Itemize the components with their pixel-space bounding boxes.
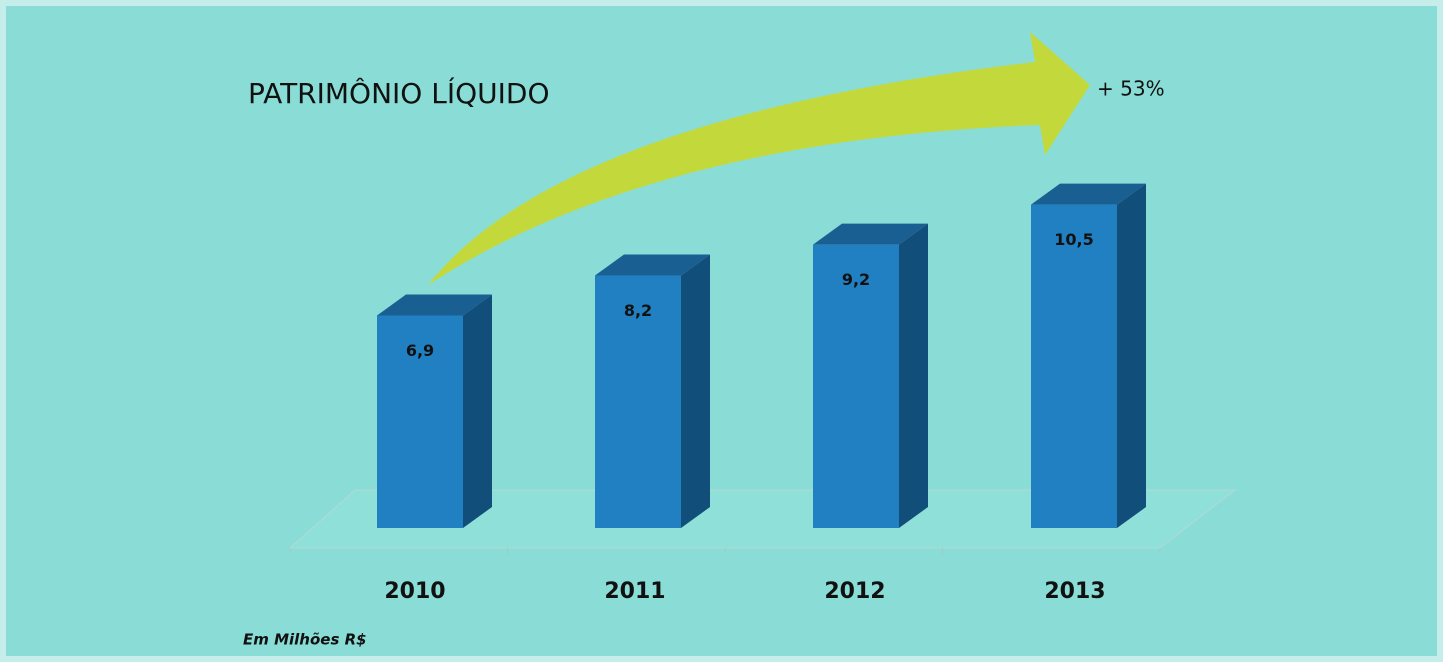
note: Em Milhões R$ xyxy=(243,631,367,649)
bar-side xyxy=(681,254,710,528)
annotation: + 53% xyxy=(1097,77,1165,101)
bar xyxy=(1031,204,1117,528)
bar-side xyxy=(899,223,928,528)
bar xyxy=(813,244,899,528)
bar xyxy=(377,315,463,528)
x-tick-label: 2011 xyxy=(604,579,665,604)
background xyxy=(6,6,1437,656)
x-tick-label: 2013 xyxy=(1044,579,1105,604)
x-tick-label: 2010 xyxy=(384,579,445,604)
floor xyxy=(288,489,1237,549)
value-label: 8,2 xyxy=(624,301,652,320)
x-tick-label: 2012 xyxy=(824,579,885,604)
bar-side xyxy=(1117,183,1146,528)
chart-title: PATRIMÔNIO LÍQUIDO xyxy=(248,76,549,110)
bar-top xyxy=(377,294,492,316)
growth-arrow xyxy=(428,32,1090,285)
bar-top xyxy=(595,254,710,276)
bar-top xyxy=(1031,183,1146,205)
bar-side xyxy=(463,294,492,528)
value-label: 6,9 xyxy=(406,341,434,360)
value-label: 10,5 xyxy=(1054,230,1093,249)
bar-top xyxy=(813,223,928,245)
bar xyxy=(595,275,681,528)
value-label: 9,2 xyxy=(842,270,870,289)
